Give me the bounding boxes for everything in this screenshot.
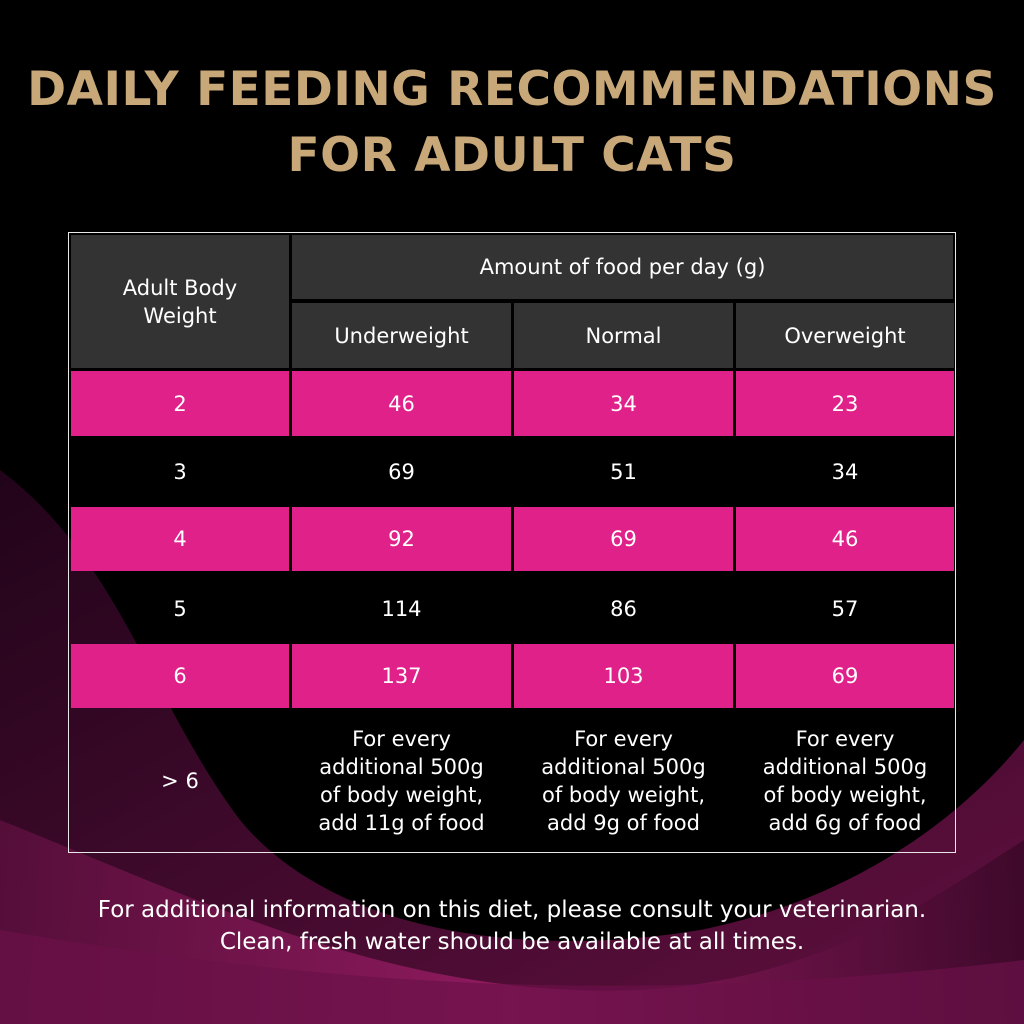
amount-cell: 86 <box>610 596 637 621</box>
footer-line: Clean, fresh water should be available a… <box>219 929 805 955</box>
amount-cell: For every additional 500g of body weight… <box>762 727 928 835</box>
amount-cell: 92 <box>292 507 511 571</box>
amount-cell: 69 <box>388 459 415 484</box>
amount-cell: 34 <box>831 459 859 484</box>
weight-cell: 3 <box>173 459 187 484</box>
amount-cell: 23 <box>736 371 954 436</box>
column-header: Overweight <box>736 303 954 368</box>
amount-cell: 69 <box>736 644 954 708</box>
amount-cell: 46 <box>736 507 954 571</box>
title-line: FOR ADULT CATS <box>287 128 737 183</box>
amount-cell: 114 <box>381 596 422 621</box>
amount-cell: For every additional 500g of body weight… <box>318 727 485 835</box>
column-header: Underweight <box>292 303 511 368</box>
weight-cell: > 6 <box>161 769 199 793</box>
column-header: Normal <box>514 303 733 368</box>
amount-cell: 46 <box>292 371 511 436</box>
row-header: Adult Body Weight <box>71 235 289 368</box>
feeding-table: Adult Body Weight Amount of food per day … <box>68 232 956 853</box>
footer-line: For additional information on this diet,… <box>97 897 927 923</box>
weight-cell: 5 <box>173 596 187 621</box>
amount-cell: 51 <box>610 459 637 484</box>
weight-cell: 2 <box>71 371 289 436</box>
amount-cell: 137 <box>292 644 511 708</box>
amount-cell: 69 <box>514 507 733 571</box>
amount-cell: 34 <box>514 371 733 436</box>
title-line: DAILY FEEDING RECOMMENDATIONS <box>27 62 997 117</box>
group-header: Amount of food per day (g) <box>292 235 953 299</box>
weight-cell: 6 <box>71 644 289 708</box>
amount-cell: For every additional 500g of body weight… <box>541 727 706 835</box>
weight-cell: 4 <box>71 507 289 571</box>
amount-cell: 57 <box>831 596 859 621</box>
amount-cell: 103 <box>514 644 733 708</box>
